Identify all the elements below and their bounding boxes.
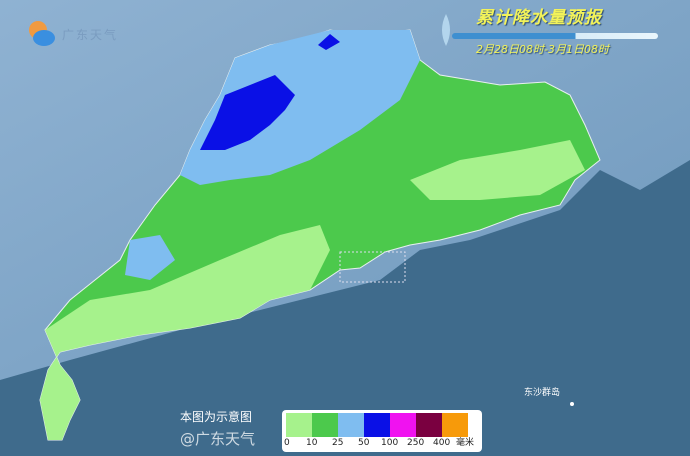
logo-text: 广东天气 <box>62 28 119 42</box>
legend-label: 100 <box>381 438 399 448</box>
legend-swatch <box>338 413 364 437</box>
legend-unit: 毫米 <box>456 438 475 448</box>
legend-label: 400 <box>433 438 451 448</box>
guangdong-weather-logo <box>24 16 60 54</box>
legend-label: 0 <box>284 438 290 448</box>
region-25-50mm-west <box>125 235 175 280</box>
region-50-100mm-north <box>318 34 340 50</box>
hong-kong-outline <box>339 251 406 283</box>
schematic-note: 本图为示意图 <box>180 410 253 424</box>
title-bar <box>452 33 658 39</box>
dongsha-island <box>570 402 574 406</box>
legend-swatch <box>312 413 338 437</box>
legend-swatch <box>286 413 312 437</box>
legend-swatch <box>390 413 416 437</box>
legend-label: 250 <box>407 438 425 448</box>
water-drop-icon <box>436 12 456 52</box>
legend-label: 25 <box>332 438 344 448</box>
legend-label: 50 <box>358 438 370 448</box>
region-10-25mm-east <box>410 140 585 200</box>
legend-swatch <box>442 413 468 437</box>
legend-label: 10 <box>306 438 318 448</box>
watermark: @广东天气 <box>180 430 256 448</box>
map-title: 累计降水量预报 <box>476 8 602 28</box>
region-50-100mm <box>200 75 295 150</box>
forecast-period: 2月28日08时-3月1日08时 <box>476 43 609 56</box>
legend-swatch <box>416 413 442 437</box>
legend-swatch <box>364 413 390 437</box>
island-label: 东沙群岛 <box>524 388 561 398</box>
region-10-25mm <box>40 225 330 440</box>
region-25-50mm <box>180 30 420 185</box>
precipitation-legend: 0 10 25 50 100 250 400 毫米 <box>282 410 482 452</box>
